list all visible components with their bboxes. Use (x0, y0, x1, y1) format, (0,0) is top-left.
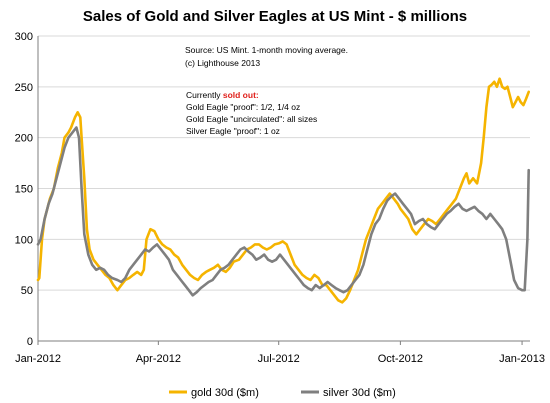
y-tick-label: 100 (15, 234, 33, 246)
gold-line (36, 77, 531, 304)
silver-line (36, 126, 531, 297)
status-item-1: Gold Eagle "proof": 1/2, 1/4 oz (186, 102, 300, 112)
status-item-2: Gold Eagle "uncirculated": all sizes (186, 114, 317, 124)
grid (37, 35, 530, 342)
y-tick-label: 0 (27, 336, 33, 348)
y-tick-label: 50 (21, 285, 33, 297)
legend: gold 30d ($m) silver 30d ($m) (169, 387, 396, 399)
x-axis: Jan-2012 Apr-2012 Jul-2012 Oct-2012 Jan-2013 (15, 341, 545, 365)
y-tick-label: 250 (15, 82, 33, 94)
y-tick-label: 200 (15, 133, 33, 145)
series-lines (36, 77, 531, 304)
y-axis: 0 50 100 150 200 250 300 (15, 31, 33, 348)
annotation: Source: US Mint. 1-month moving average.… (185, 45, 348, 136)
y-tick-label: 150 (15, 184, 33, 196)
legend-label-gold: gold 30d ($m) (191, 387, 259, 399)
x-tick-label: Apr-2012 (136, 353, 181, 365)
status-item-3: Silver Eagle "proof": 1 oz (186, 126, 280, 136)
status-prefix: Currently (186, 90, 223, 100)
chart-title: Sales of Gold and Silver Eagles at US Mi… (83, 8, 467, 25)
x-tick-label: Jul-2012 (258, 353, 300, 365)
legend-label-silver: silver 30d ($m) (323, 387, 396, 399)
copyright-note: (c) Lighthouse 2013 (185, 58, 260, 68)
sold-out-label: sold out: (223, 90, 259, 100)
source-note: Source: US Mint. 1-month moving average. (185, 45, 348, 55)
x-tick-label: Oct-2012 (378, 353, 423, 365)
status-heading: Currently sold out: (186, 90, 259, 100)
x-tick-label: Jan-2013 (499, 353, 545, 365)
x-tick-label: Jan-2012 (15, 353, 61, 365)
y-tick-label: 300 (15, 31, 33, 43)
